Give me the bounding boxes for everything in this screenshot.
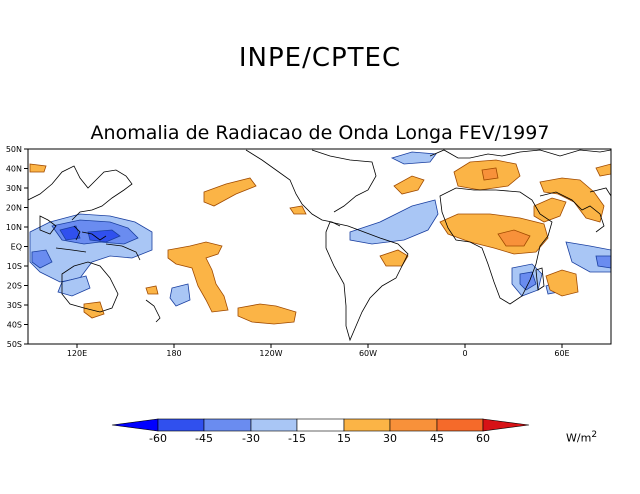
anomaly-area	[595, 255, 611, 269]
lon-label: 60W	[359, 349, 377, 358]
colorbar-swatch	[343, 418, 391, 432]
lat-label: 30S	[7, 301, 22, 310]
lat-label: 40N	[6, 165, 22, 174]
colorbar-swatch	[157, 418, 205, 432]
anomaly-shading	[29, 151, 611, 325]
anomaly-area	[169, 283, 191, 307]
colorbar-swatch	[389, 418, 438, 432]
lon-label: 0	[462, 349, 467, 358]
colorbar-label: 45	[430, 432, 444, 445]
anomaly-area	[379, 249, 409, 267]
lon-label: 180	[166, 349, 181, 358]
anomaly-area	[545, 269, 579, 297]
anomaly-area	[349, 199, 439, 245]
colorbar-swatch	[296, 418, 345, 432]
anomaly-area	[167, 241, 229, 313]
lat-label: 40S	[7, 321, 22, 330]
anomaly-area	[519, 271, 537, 291]
units-label: W/m2	[566, 430, 597, 445]
anomaly-area	[533, 197, 567, 223]
map-title: Anomalia de Radiacao de Onda Longa FEV/1…	[90, 122, 550, 144]
anomaly-area	[87, 229, 121, 243]
lat-label: 10S	[7, 262, 22, 271]
anomaly-area	[393, 175, 425, 195]
colorbar: -60 -45 -30 -15 15 30 45 60	[111, 418, 530, 445]
colorbar-swatch	[250, 418, 298, 432]
lat-label: 50S	[7, 340, 22, 349]
lon-label: 120W	[259, 349, 282, 358]
anomaly-area	[481, 167, 499, 181]
institution-title: INPE/CPTEC	[238, 43, 402, 73]
colorbar-swatch	[436, 418, 484, 432]
anomaly-area	[59, 225, 81, 241]
colorbar-swatch	[482, 418, 530, 432]
colorbar-label: -30	[242, 432, 260, 445]
colorbar-label: 60	[476, 432, 490, 445]
colorbar-label: 30	[383, 432, 397, 445]
coastlines	[28, 149, 611, 342]
lat-label: 30N	[6, 184, 22, 193]
latitude-ticks: 50N 40N 30N 20N 10N EQ 10S 20S 30S 40S 5…	[6, 145, 28, 349]
lon-label: 60E	[554, 349, 569, 358]
lat-label: 10N	[6, 223, 22, 232]
anomaly-area	[203, 177, 257, 207]
anomaly-area	[595, 163, 611, 177]
anomaly-area	[497, 229, 531, 247]
colorbar-label: -15	[288, 432, 306, 445]
longitude-ticks: 120E 180 120W 60W 0 60E	[67, 344, 570, 358]
anomaly-area	[390, 151, 437, 165]
units-base: W/m	[566, 431, 592, 445]
anomaly-area	[145, 285, 159, 295]
anomaly-area	[57, 275, 91, 297]
colorbar-label: -45	[195, 432, 213, 445]
anomaly-area	[237, 303, 297, 325]
colorbar-swatch	[203, 418, 252, 432]
anomaly-area	[31, 249, 53, 269]
lat-label: 50N	[6, 145, 22, 154]
colorbar-label: -60	[149, 432, 167, 445]
lat-label: EQ	[11, 243, 22, 252]
units-exponent: 2	[591, 430, 598, 440]
anomaly-area	[289, 205, 307, 215]
lat-label: 20S	[7, 282, 22, 291]
anomaly-area	[439, 213, 549, 255]
lon-label: 120E	[67, 349, 87, 358]
colorbar-swatch	[111, 418, 159, 432]
colorbar-label: 15	[337, 432, 351, 445]
anomaly-area	[29, 163, 47, 173]
anomaly-area	[83, 301, 105, 319]
lat-label: 20N	[6, 204, 22, 213]
